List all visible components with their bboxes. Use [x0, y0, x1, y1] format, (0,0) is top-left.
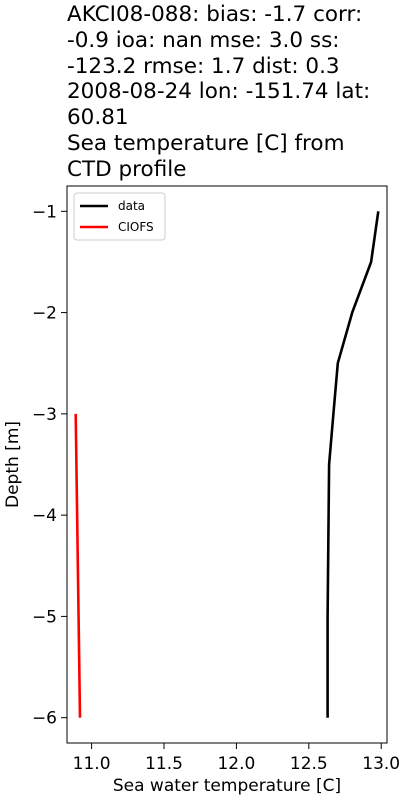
y-tick-label: −2 — [32, 304, 57, 324]
x-tick-label: 13.0 — [362, 754, 400, 774]
x-axis-label: Sea water temperature [C] — [113, 776, 341, 796]
plot-lines — [74, 211, 380, 718]
y-tick-label: −1 — [32, 202, 57, 222]
y-axis: −1 −2 −3 −4 −5 −6 — [32, 202, 67, 729]
chart-title: AKCI08-088: bias: -1.7 corr: -0.9 ioa: n… — [67, 2, 371, 182]
series-line-ciofs — [74, 413, 82, 718]
x-axis: 11.0 11.5 12.0 12.5 13.0 — [73, 743, 400, 774]
legend: data CIOFS — [73, 192, 166, 241]
plot-frame — [66, 185, 388, 744]
x-tick-label: 12.0 — [217, 754, 255, 774]
legend-label-data: data — [118, 199, 145, 213]
y-tick-label: −4 — [32, 506, 57, 526]
y-tick-label: −5 — [32, 607, 57, 627]
y-axis-label: Depth [m] — [3, 421, 23, 508]
y-tick-label: −6 — [32, 709, 57, 729]
legend-label-ciofs: CIOFS — [118, 220, 154, 234]
series-line-data — [326, 211, 380, 718]
x-tick-label: 12.5 — [290, 754, 328, 774]
x-tick-label: 11.0 — [73, 754, 111, 774]
x-tick-label: 11.5 — [145, 754, 183, 774]
y-tick-label: −3 — [32, 405, 57, 425]
